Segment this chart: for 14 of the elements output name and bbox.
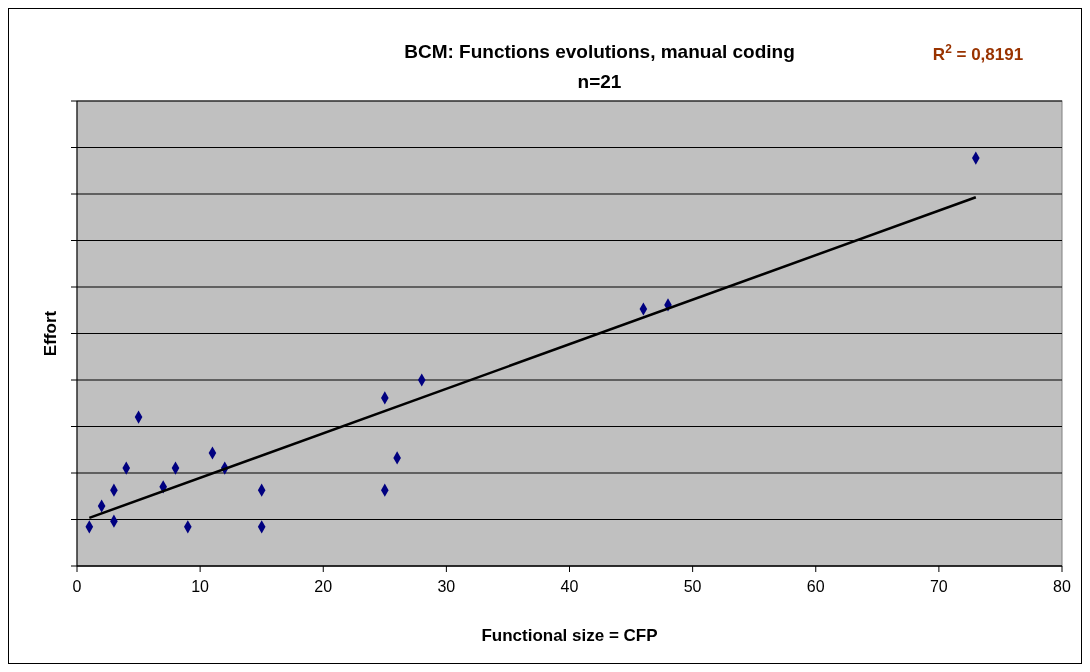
x-tick-label: 30 bbox=[437, 578, 456, 595]
y-axis-title: Effort bbox=[41, 310, 60, 357]
text: R$^{2}$ = 0,8191 bbox=[932, 42, 1024, 64]
x-tick-label: 60 bbox=[806, 578, 825, 595]
x-axis-title: Functional size = CFP bbox=[481, 626, 658, 645]
chart-title: BCM: Functions evolutions, manual coding bbox=[404, 41, 795, 62]
x-tick-label: 70 bbox=[929, 578, 948, 595]
x-tick-label: 40 bbox=[560, 578, 579, 595]
x-tick-label: 20 bbox=[314, 578, 333, 595]
x-tick-label: 80 bbox=[1053, 578, 1071, 595]
x-tick-label: 10 bbox=[191, 578, 210, 595]
chart-subtitle: n=21 bbox=[577, 71, 622, 92]
x-tick-label: 0 bbox=[72, 578, 82, 595]
x-tick-label: 50 bbox=[683, 578, 702, 595]
